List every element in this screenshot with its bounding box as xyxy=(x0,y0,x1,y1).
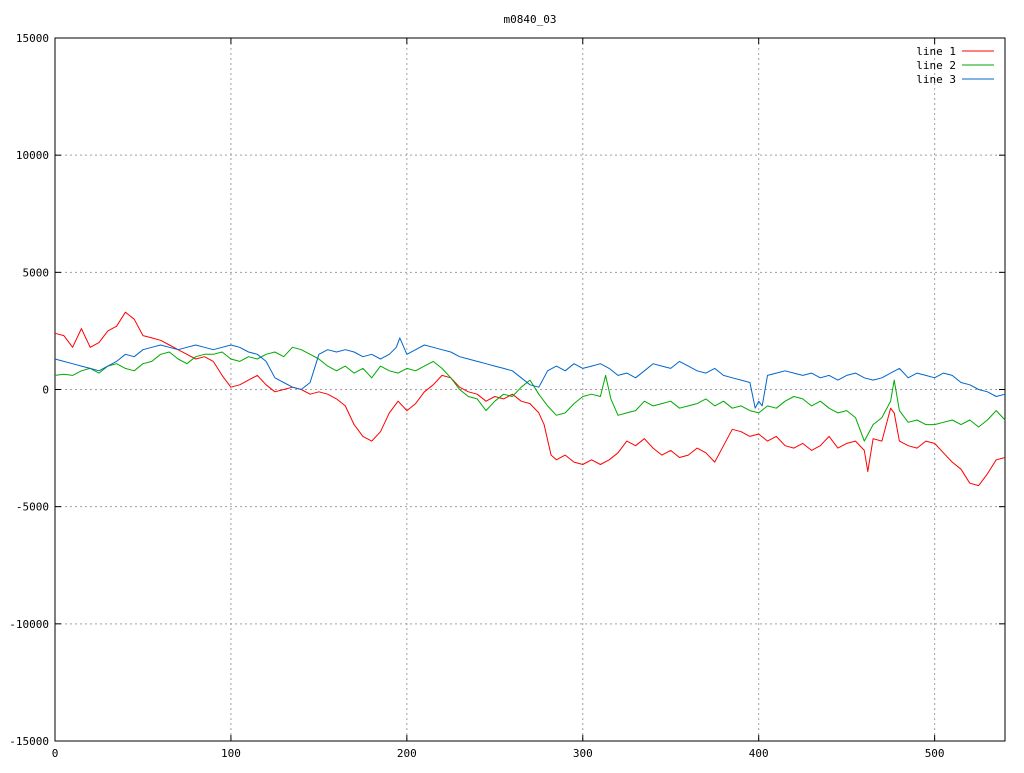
x-tick-label: 300 xyxy=(573,747,593,760)
x-tick-label: 500 xyxy=(925,747,945,760)
legend-label: line 3 xyxy=(916,73,956,86)
x-axis: 0 100 200 300 400 500 xyxy=(52,38,945,760)
y-tick-label: -15000 xyxy=(9,735,49,748)
y-tick-label: 0 xyxy=(42,384,49,397)
y-tick-label: 15000 xyxy=(16,32,49,45)
chart-title: m0840_03 xyxy=(504,13,557,26)
y-tick-label: -10000 xyxy=(9,618,49,631)
y-axis: -15000 -10000 -5000 0 5000 10000 15000 xyxy=(9,32,1005,748)
x-tick-label: 100 xyxy=(221,747,241,760)
y-tick-label: 10000 xyxy=(16,149,49,162)
grid xyxy=(55,38,1005,741)
y-tick-label: 5000 xyxy=(23,266,50,279)
series-layer xyxy=(54,311,1006,487)
x-tick-label: 0 xyxy=(52,747,59,760)
x-tick-label: 200 xyxy=(397,747,417,760)
series-line-3 xyxy=(54,337,1006,409)
legend-label: line 1 xyxy=(916,45,956,58)
series-line-2 xyxy=(54,346,1006,442)
y-tick-label: -5000 xyxy=(16,501,49,514)
legend-label: line 2 xyxy=(916,59,956,72)
series-line-1 xyxy=(54,311,1006,487)
x-tick-label: 400 xyxy=(749,747,769,760)
